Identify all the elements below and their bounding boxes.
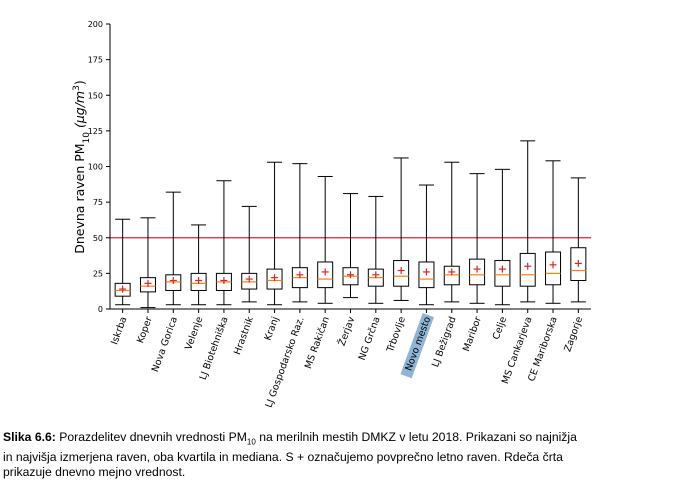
- y-tick-label: 50: [93, 234, 103, 243]
- box-iqr: [443, 265, 460, 286]
- caption-sub: 10: [246, 437, 256, 447]
- box-18: [570, 177, 587, 303]
- x-tick-label-group: LJ Bežigrad: [430, 315, 458, 368]
- box-iqr: [545, 251, 562, 286]
- box-iqr: [190, 272, 207, 291]
- x-tick-label: Hrastnik: [232, 315, 256, 357]
- x-tick-label-group: Celje: [491, 315, 509, 341]
- box-iqr: [393, 260, 410, 287]
- box-iqr: [139, 277, 156, 293]
- box-iqr: [165, 274, 182, 291]
- box-iqr: [266, 268, 283, 290]
- y-tick-label: 125: [88, 127, 103, 136]
- x-tick-label-group: Koper: [135, 315, 155, 345]
- y-tick-label: 150: [88, 91, 103, 100]
- y-tick-label: 100: [88, 163, 103, 172]
- box-5: [241, 205, 258, 303]
- x-tick-label: MS Rakičan: [303, 315, 332, 370]
- x-tick-label-group: NG Grčna: [357, 315, 383, 362]
- x-tick-label-highlight: [400, 313, 434, 379]
- x-tick-label: LJ Bežigrad: [430, 315, 458, 368]
- box-1: [139, 217, 156, 309]
- y-axis-label-close: ): [72, 80, 87, 85]
- box-8: [317, 175, 334, 304]
- box-0: [114, 218, 131, 306]
- x-tick-label: Kranj: [263, 315, 282, 342]
- caption-line-1: Slika 6.6: Porazdelitev dnevnih vrednost…: [3, 430, 693, 450]
- x-tick-label-group: Zagorje: [562, 315, 585, 353]
- x-tick-label: Maribor: [461, 315, 484, 353]
- x-tick-label-group: Iskrba: [109, 315, 129, 346]
- box-iqr: [494, 260, 511, 287]
- x-tick-label-group: Maribor: [461, 315, 484, 353]
- x-tick-label: Novo mesto: [403, 315, 433, 372]
- box-3: [190, 224, 207, 306]
- x-tick-label-group: MS Rakičan: [303, 315, 332, 370]
- box-iqr: [418, 261, 435, 289]
- caption-line-2: in najvišja izmerjena raven, oba kvartil…: [3, 449, 563, 464]
- y-tick-label: 75: [93, 198, 103, 207]
- box-17: [545, 160, 562, 304]
- box-14: [469, 173, 486, 304]
- box-iqr: [519, 252, 536, 287]
- y-tick-label: 0: [98, 305, 103, 314]
- x-tick-label: Velenje: [183, 315, 205, 351]
- y-axis-label-sup: 3: [72, 85, 82, 91]
- box-iqr: [570, 247, 587, 282]
- box-12: [418, 184, 435, 306]
- x-tick-label: NG Grčna: [357, 315, 383, 362]
- x-tick-label-group: Velenje: [183, 315, 205, 351]
- y-axis-label-main: Dnevna raven PM: [72, 143, 87, 253]
- box-6: [266, 161, 283, 306]
- x-tick-label-group: Hrastnik: [232, 315, 256, 357]
- box-11: [393, 157, 410, 301]
- y-axis-label-sub: 10: [82, 132, 92, 144]
- x-tick-label-group: Žerjav: [336, 315, 358, 348]
- x-tick-label-group: Trbovlje: [385, 315, 408, 355]
- x-tick-label: Celje: [491, 315, 509, 341]
- box-iqr: [114, 282, 131, 297]
- y-axis-label-unit: (µg/m: [72, 91, 87, 132]
- caption-label: Slika 6.6:: [3, 430, 56, 444]
- box-13: [443, 161, 460, 303]
- caption-text-1a: Porazdelitev dnevnih vrednosti PM: [55, 430, 247, 444]
- caption-line-3: prikazuje dnevno mejno vrednost.: [3, 465, 186, 480]
- box-16: [519, 140, 536, 303]
- box-2: [165, 191, 182, 306]
- y-tick-label: 25: [93, 269, 103, 278]
- y-axis-label: Dnevna raven PM10 (µg/m3): [72, 80, 92, 254]
- box-layer: [114, 140, 587, 309]
- x-tick-label-group: Nova Gorica: [150, 315, 180, 373]
- x-tick-label: Nova Gorica: [150, 315, 180, 373]
- caption-text-1b: na merilnih mestih DMKZ v letu 2018. Pri…: [255, 430, 577, 444]
- box-15: [494, 168, 511, 306]
- box-iqr: [241, 272, 258, 290]
- x-tick-label: Iskrba: [109, 315, 129, 346]
- box-4: [215, 180, 232, 306]
- x-tick-label-group: Kranj: [263, 315, 282, 342]
- y-tick-label: 175: [88, 56, 103, 65]
- x-tick-label: Žerjav: [336, 315, 358, 348]
- box-9: [342, 193, 359, 299]
- x-tick-label: Trbovlje: [385, 315, 408, 355]
- x-tick-label: Zagorje: [562, 315, 585, 353]
- box-iqr: [469, 258, 486, 286]
- figure-caption: Slika 6.6: Porazdelitev dnevnih vrednost…: [3, 430, 693, 481]
- box-10: [367, 195, 384, 304]
- y-tick-label: 200: [88, 20, 103, 29]
- box-7: [291, 163, 308, 303]
- box-iqr: [317, 261, 334, 289]
- x-tick-label: Koper: [135, 315, 155, 345]
